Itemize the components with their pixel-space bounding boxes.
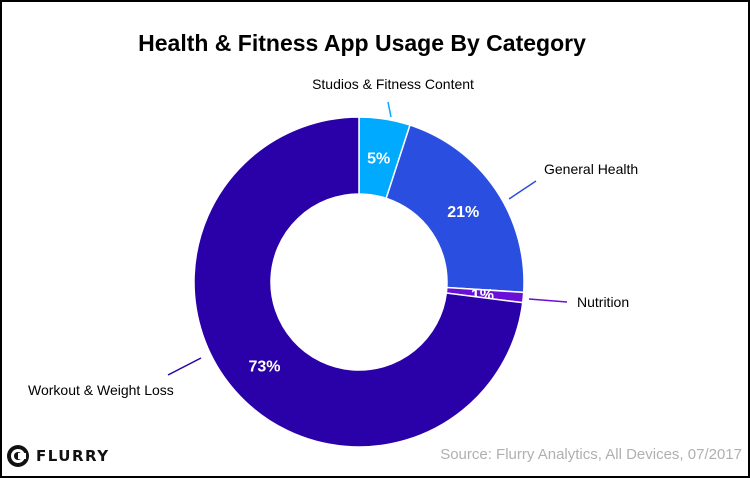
slice-workout-weight-loss (193, 116, 524, 448)
slice-general-health (385, 124, 525, 294)
percent-label-studios-fitness-content: 5% (367, 151, 390, 168)
flurry-logo-icon (7, 445, 29, 467)
chart-title: Health & Fitness App Usage By Category (138, 30, 586, 56)
callout-line-general-health (508, 180, 537, 200)
category-label-nutrition: Nutrition (577, 294, 629, 310)
callout-line-nutrition (528, 298, 568, 303)
percent-label-general-health: 21% (447, 204, 479, 221)
source-note: Source: Flurry Analytics, All Devices, 0… (440, 446, 742, 463)
category-label-general-health: General Health (544, 161, 638, 177)
callout-line-workout-weight-loss (167, 357, 202, 376)
category-label-studios-fitness-content: Studios & Fitness Content (312, 76, 474, 92)
category-label-workout-weight-loss: Workout & Weight Loss (28, 382, 174, 398)
flurry-logo: FLURRY (6, 444, 110, 468)
percent-label-workout-weight-loss: 73% (248, 358, 280, 375)
flurry-logo-text: FLURRY (36, 447, 110, 465)
callout-line-studios-fitness-content (387, 101, 392, 118)
